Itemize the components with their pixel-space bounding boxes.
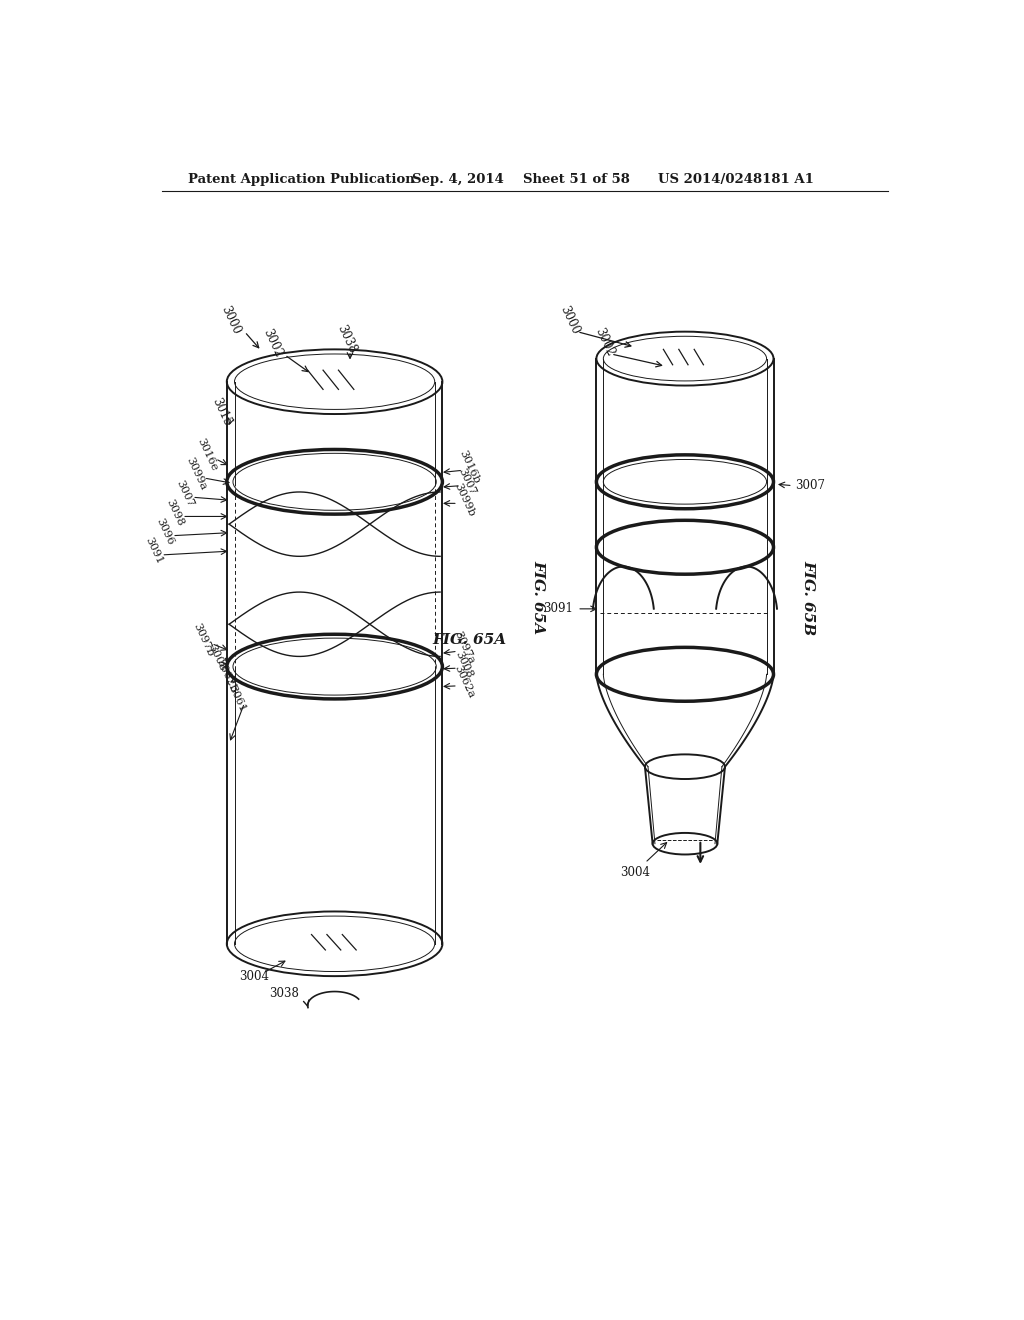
Text: FIG. 65A: FIG. 65A <box>432 632 507 647</box>
Text: 3007: 3007 <box>795 479 825 492</box>
Text: 3099b: 3099b <box>452 482 476 517</box>
Text: 3038: 3038 <box>269 987 299 1001</box>
Text: 3091: 3091 <box>143 536 164 566</box>
Text: 3061: 3061 <box>226 684 248 714</box>
Text: 3008: 3008 <box>206 643 227 672</box>
Text: Sep. 4, 2014: Sep. 4, 2014 <box>412 173 504 186</box>
Text: 3098: 3098 <box>164 498 185 528</box>
Text: 3007: 3007 <box>457 467 477 496</box>
Text: 3062a: 3062a <box>452 664 476 700</box>
Text: 3008: 3008 <box>454 649 474 680</box>
Text: 3097b: 3097b <box>191 622 216 657</box>
Text: 3096: 3096 <box>154 517 175 546</box>
Text: 3016e: 3016e <box>196 437 219 473</box>
Text: 3002: 3002 <box>593 325 617 358</box>
Text: 3091: 3091 <box>544 602 573 615</box>
Text: FIG. 65A: FIG. 65A <box>531 560 546 635</box>
Text: 3062b: 3062b <box>215 657 239 694</box>
Text: Sheet 51 of 58: Sheet 51 of 58 <box>523 173 630 186</box>
Text: 3099a: 3099a <box>184 457 208 492</box>
Text: FIG. 65B: FIG. 65B <box>801 560 815 635</box>
Text: 3038: 3038 <box>334 323 358 355</box>
Text: 3004: 3004 <box>620 866 650 879</box>
Text: US 2014/0248181 A1: US 2014/0248181 A1 <box>658 173 814 186</box>
Text: 3002: 3002 <box>261 327 286 359</box>
Text: 3004: 3004 <box>239 970 268 982</box>
Text: 3000: 3000 <box>218 304 243 337</box>
Text: 3097a: 3097a <box>452 630 476 665</box>
Text: 3015: 3015 <box>209 396 233 429</box>
Text: 3016b: 3016b <box>458 449 481 484</box>
Text: 3007: 3007 <box>174 478 195 508</box>
Text: Patent Application Publication: Patent Application Publication <box>188 173 415 186</box>
Text: 3000: 3000 <box>557 304 582 337</box>
